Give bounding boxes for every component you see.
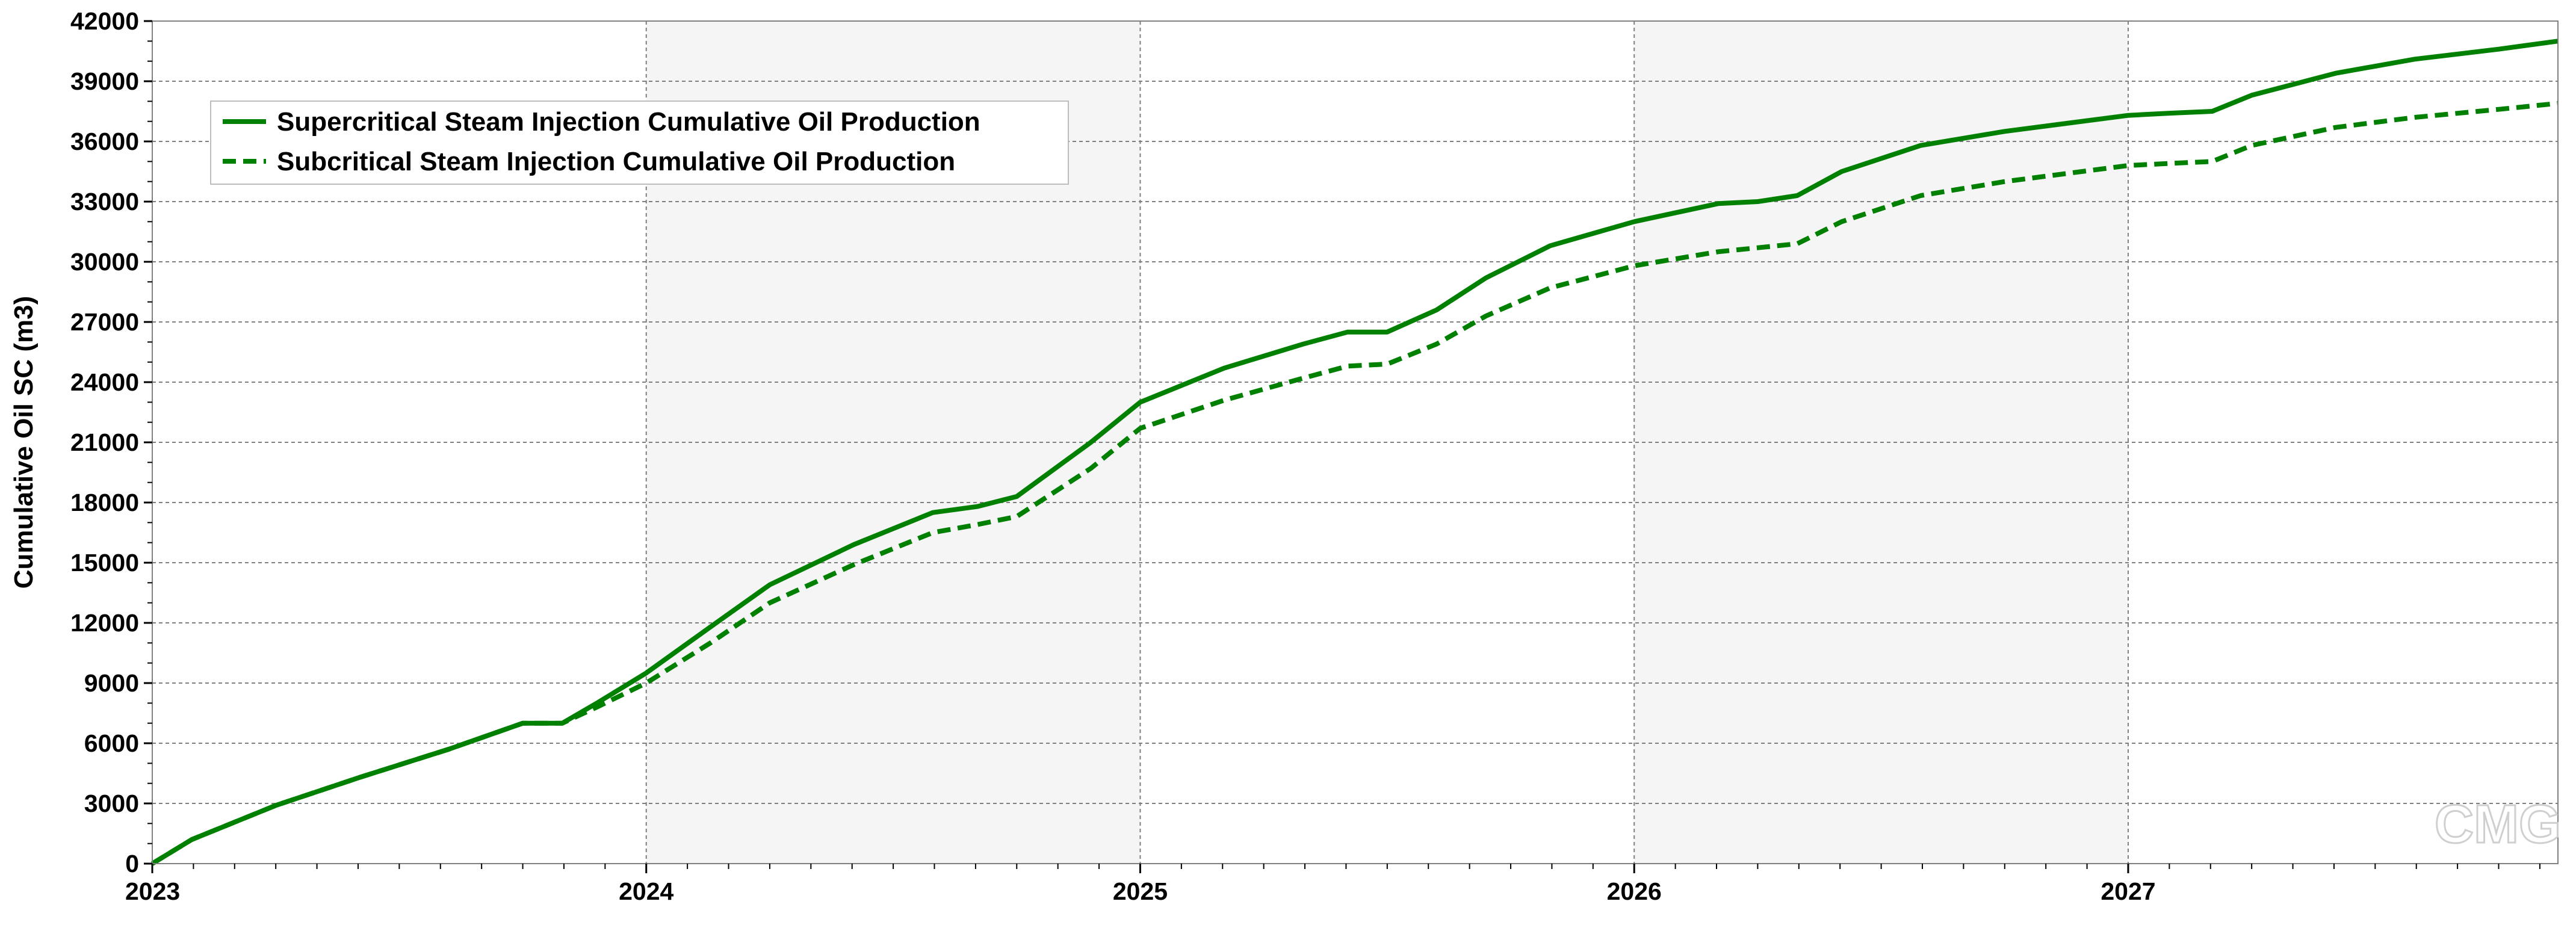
y-tick-label: 24000 [70, 368, 139, 396]
y-tick-label: 30000 [70, 248, 139, 276]
y-tick-label: 3000 [84, 790, 139, 817]
y-tick-label: 27000 [70, 308, 139, 336]
y-tick-label: 9000 [84, 669, 139, 697]
x-tick-label: 2027 [2101, 877, 2155, 905]
y-tick-label: 21000 [70, 428, 139, 456]
legend-box [210, 101, 1069, 185]
y-tick-label: 12000 [70, 609, 139, 637]
y-tick-label: 18000 [70, 489, 139, 516]
y-tick-label: 0 [125, 850, 139, 877]
series-line-supercritical[interactable] [150, 39, 2559, 866]
legend-label: Supercritical Steam Injection Cumulative… [277, 107, 980, 137]
legend-label: Subcritical Steam Injection Cumulative O… [277, 147, 955, 176]
x-tick-label: 2023 [125, 877, 180, 905]
y-tick-label: 33000 [70, 188, 139, 215]
x-axis: 2023 2024 2025 2026 2027 [125, 864, 2540, 905]
x-tick-label: 2025 [1113, 877, 1168, 905]
series-line-subcritical[interactable] [150, 101, 2559, 866]
y-tick-label: 15000 [70, 549, 139, 577]
y-axis-title: Cumulative Oil SC (m3) [9, 296, 39, 589]
x-tick-label: 2026 [1607, 877, 1662, 905]
legend[interactable]: Supercritical Steam Injection Cumulative… [210, 101, 1069, 185]
y-tick-label: 36000 [70, 128, 139, 155]
y-tick-label: 39000 [70, 67, 139, 95]
series-layer [150, 39, 2559, 866]
y-axis: 0 3000 6000 9000 12000 15000 18000 21000 24000 27… [70, 7, 152, 877]
y-tick-label: 6000 [84, 729, 139, 757]
x-tick-label: 2024 [619, 877, 673, 905]
cmg-watermark: CMG [2435, 794, 2561, 855]
y-tick-label: 42000 [70, 7, 139, 35]
